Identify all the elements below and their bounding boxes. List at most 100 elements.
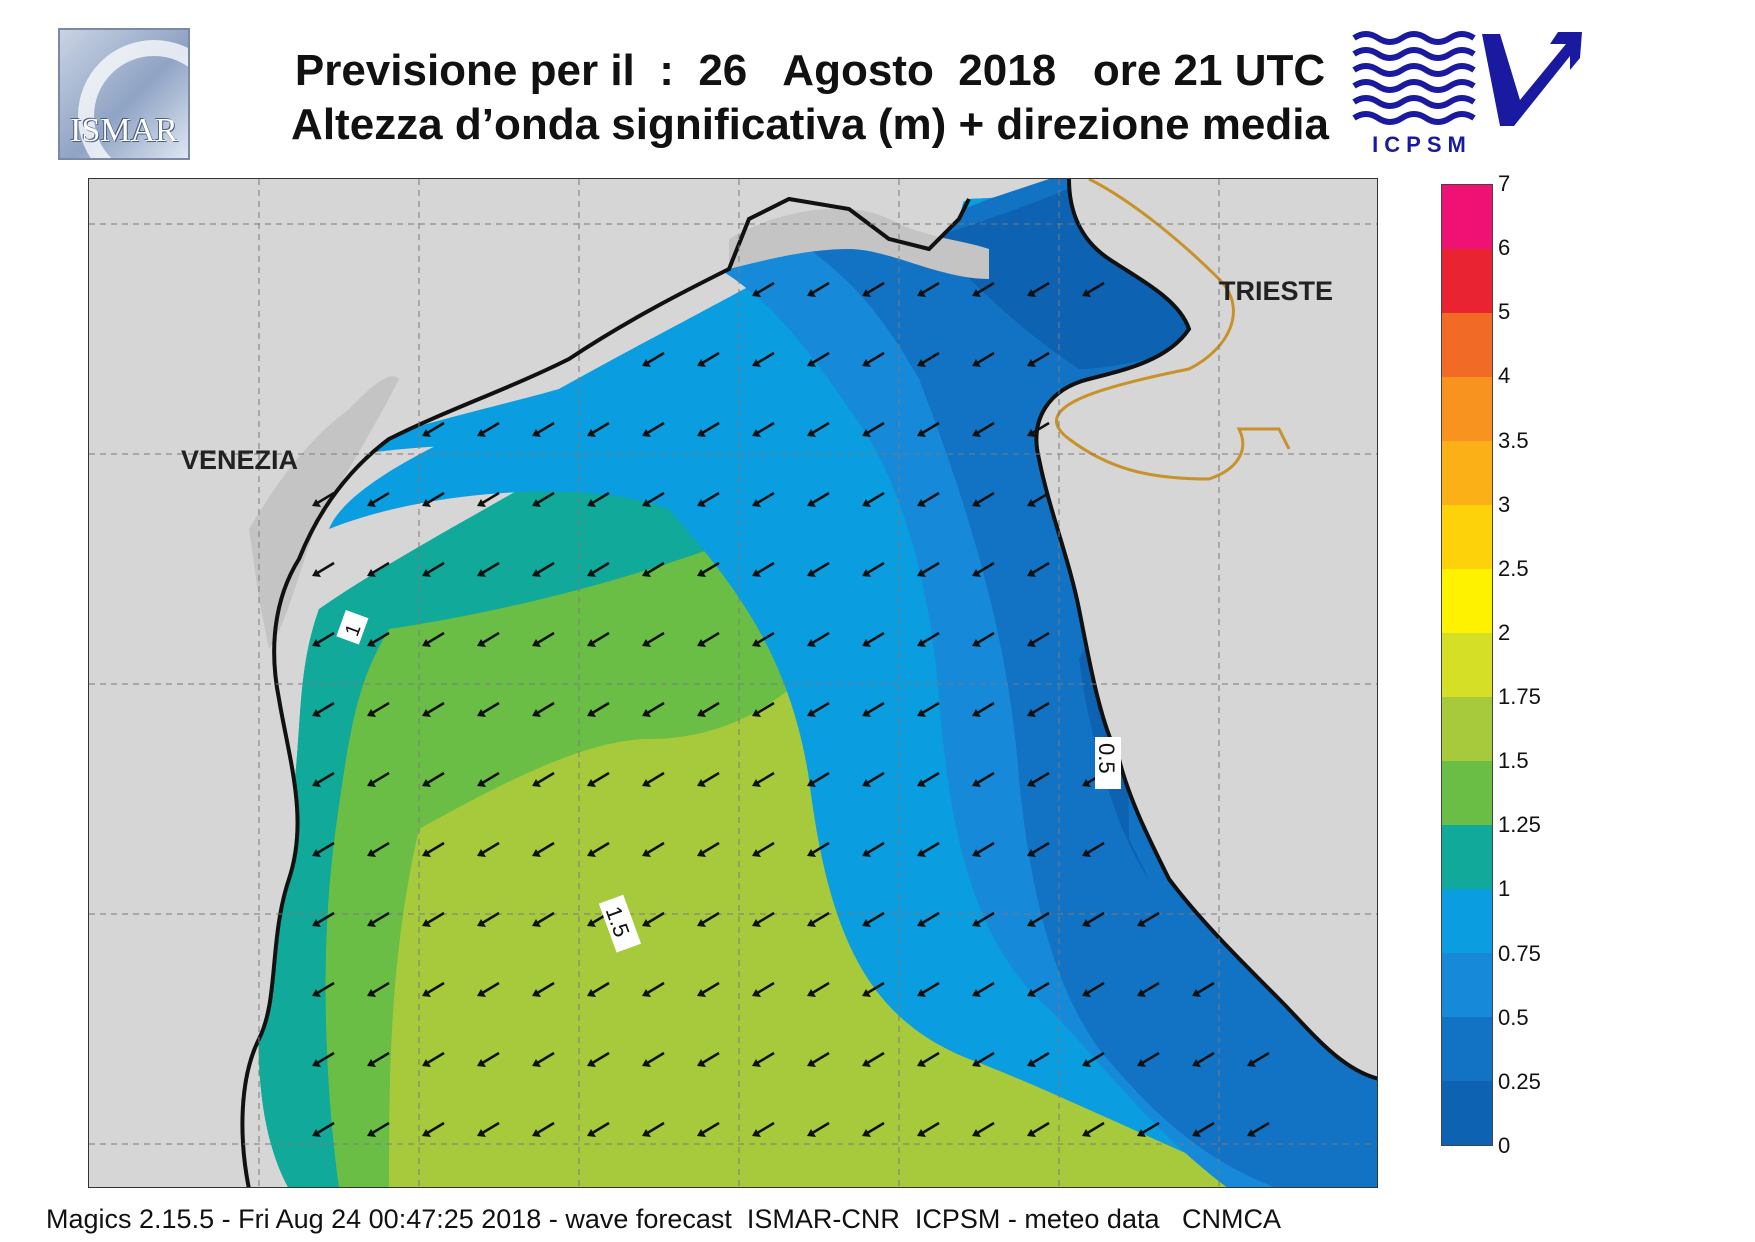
wave-arrow-head: [1082, 919, 1091, 927]
wave-arrow-head: [697, 569, 706, 577]
wave-arrow-head: [1247, 1129, 1256, 1137]
legend-swatch: [1442, 825, 1492, 889]
wave-arrow-head: [917, 1129, 926, 1137]
wave-arrow-head: [697, 1129, 706, 1137]
wave-arrow-head: [422, 849, 431, 857]
wave-arrow-head: [972, 1129, 981, 1137]
wave-arrow-head: [697, 429, 706, 437]
wave-arrow-head: [642, 359, 651, 367]
label-venezia: VENEZIA: [181, 445, 298, 475]
wave-arrow-head: [477, 639, 486, 647]
wave-arrow-head: [312, 499, 321, 507]
legend-swatch: [1442, 185, 1492, 249]
wave-arrow-head: [697, 1059, 706, 1067]
coastline-east: [1034, 179, 1377, 1081]
wave-arrow-head: [752, 1129, 761, 1137]
national-border: [1055, 179, 1291, 481]
wave-arrow-head: [367, 849, 376, 857]
wave-arrow-head: [422, 429, 431, 437]
wave-arrow-head: [642, 1129, 651, 1137]
wave-arrow-head: [1027, 1129, 1036, 1137]
coastline-west: [240, 196, 971, 1187]
wave-arrow-head: [477, 849, 486, 857]
wave-arrow-head: [422, 1059, 431, 1067]
wave-arrow-head: [807, 569, 816, 577]
wave-arrow-head: [1082, 289, 1091, 297]
wave-arrow-head: [697, 849, 706, 857]
wave-arrow-head: [422, 499, 431, 507]
wave-arrow-head: [587, 709, 596, 717]
wave-direction-arrows: [312, 281, 1270, 1137]
land-east: [1036, 179, 1377, 1079]
wave-arrow-head: [752, 429, 761, 437]
wave-arrow-head: [422, 1129, 431, 1137]
wave-arrow-head: [367, 989, 376, 997]
legend-label: 1.25: [1498, 812, 1541, 838]
legend-label: 0.25: [1498, 1068, 1541, 1094]
legend-swatch: [1442, 1081, 1492, 1145]
contour-label-0-5: 0.5: [1094, 737, 1121, 789]
wave-arrow-head: [752, 919, 761, 927]
legend-swatch: [1442, 569, 1492, 633]
wave-arrow-head: [972, 289, 981, 297]
wave-arrow-head: [642, 919, 651, 927]
wave-arrow-head: [477, 989, 486, 997]
legend-swatch: [1442, 505, 1492, 569]
wave-arrow-head: [862, 919, 871, 927]
wave-arrow-head: [367, 709, 376, 717]
wave-arrow-head: [917, 989, 926, 997]
wave-arrow-head: [1082, 849, 1091, 857]
wave-arrow-head: [532, 429, 541, 437]
wave-arrow-head: [587, 779, 596, 787]
wave-arrow-head: [312, 1059, 321, 1067]
wave-arrow-head: [917, 429, 926, 437]
wave-arrow-head: [752, 779, 761, 787]
legend-swatch: [1442, 697, 1492, 761]
wave-arrow-head: [367, 1129, 376, 1137]
legend-label: 4: [1498, 363, 1511, 389]
wave-arrow-head: [1082, 779, 1091, 787]
legend-label: 0: [1498, 1133, 1511, 1158]
wave-arrow-head: [587, 1059, 596, 1067]
wave-arrow-head: [477, 919, 486, 927]
grado-lagoon: [729, 208, 989, 279]
wave-arrow-head: [312, 1129, 321, 1137]
wave-arrow-head: [697, 359, 706, 367]
icpsm-logo-text: ICPSM: [1372, 132, 1472, 157]
wave-arrow-head: [807, 1129, 816, 1137]
wave-arrow-head: [1247, 1059, 1256, 1067]
wave-arrow-head: [587, 989, 596, 997]
wave-arrow-head: [1192, 989, 1201, 997]
wave-arrow-head: [367, 639, 376, 647]
legend-label: 0.75: [1498, 940, 1541, 966]
wave-arrow-head: [972, 359, 981, 367]
wave-arrow-head: [367, 1059, 376, 1067]
wave-arrow-head: [1027, 289, 1036, 297]
wave-arrow-head: [532, 709, 541, 717]
wave-arrow-head: [807, 849, 816, 857]
wave-arrow-head: [752, 569, 761, 577]
wave-arrow-head: [807, 989, 816, 997]
wave-arrow-head: [917, 499, 926, 507]
wave-arrow-head: [1027, 429, 1036, 437]
wave-arrow-head: [642, 429, 651, 437]
wave-arrow-head: [1027, 849, 1036, 857]
wave-arrow-head: [1192, 1129, 1201, 1137]
wave-arrow-head: [697, 639, 706, 647]
legend-label: 1.75: [1498, 684, 1541, 710]
wave-arrow-head: [972, 1059, 981, 1067]
wave-arrow-head: [642, 569, 651, 577]
wave-arrow-head: [972, 989, 981, 997]
title-line-2: Altezza d’onda significativa (m) + direz…: [291, 100, 1329, 149]
wave-arrow-head: [917, 849, 926, 857]
wave-arrow-head: [862, 989, 871, 997]
legend-swatch: [1442, 377, 1492, 441]
wave-arrow-head: [642, 499, 651, 507]
wave-arrow-head: [697, 499, 706, 507]
graticule: [89, 179, 1377, 1187]
wave-arrow-head: [807, 779, 816, 787]
legend-label: 3.5: [1498, 427, 1529, 453]
wave-arrow-head: [1137, 1129, 1146, 1137]
wave-arrow-head: [752, 709, 761, 717]
wave-arrow-head: [587, 569, 596, 577]
